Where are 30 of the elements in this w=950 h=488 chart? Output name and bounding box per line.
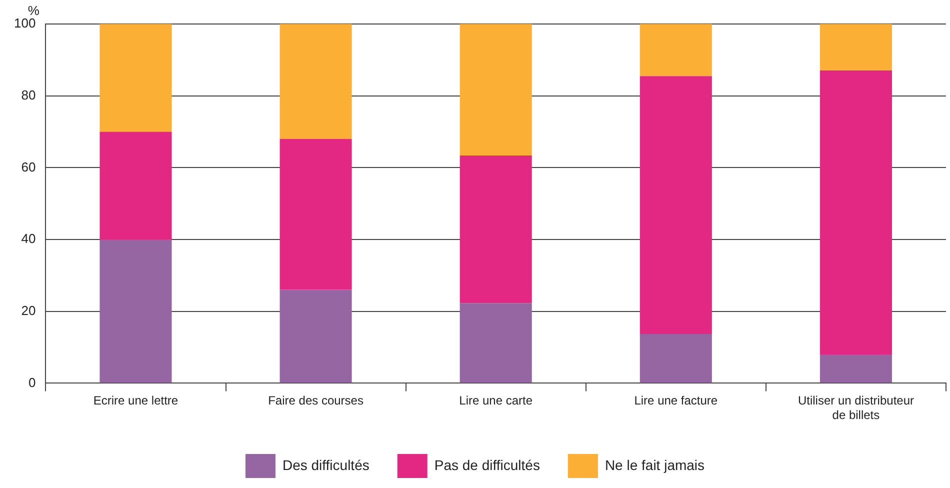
bar <box>820 354 892 383</box>
y-tick-label: 20 <box>21 302 36 318</box>
legend-label: Pas de difficultés <box>434 456 540 473</box>
legend-label: Des difficultés <box>282 456 370 473</box>
y-tick-label: 60 <box>21 159 36 174</box>
x-tick-label: Ecrire une lettre <box>93 394 178 408</box>
bar <box>280 138 352 290</box>
bar <box>640 24 712 76</box>
legend-label: Ne le fait jamais <box>604 456 705 473</box>
y-tick-label: 0 <box>28 374 36 390</box>
bar <box>100 24 172 132</box>
x-tick-label: Lire une facture <box>634 394 718 408</box>
bar <box>460 303 532 383</box>
bar <box>100 240 172 383</box>
y-tick-label: 100 <box>14 16 36 31</box>
bar <box>280 24 352 139</box>
y-tick-label: 40 <box>21 231 36 246</box>
bar <box>820 24 892 70</box>
bar <box>280 290 352 383</box>
bar <box>820 70 892 354</box>
bar <box>640 76 712 334</box>
y-tick-label: 80 <box>21 87 36 102</box>
x-tick-label: Lire une carte <box>459 394 533 408</box>
y-axis-title: % <box>28 3 40 18</box>
bar <box>640 334 712 383</box>
bar <box>460 24 532 156</box>
bar <box>460 155 532 304</box>
x-tick-label: Utiliser un distributeur de billets <box>798 394 914 422</box>
bar <box>100 132 172 240</box>
x-tick-label: Faire des courses <box>268 394 364 408</box>
